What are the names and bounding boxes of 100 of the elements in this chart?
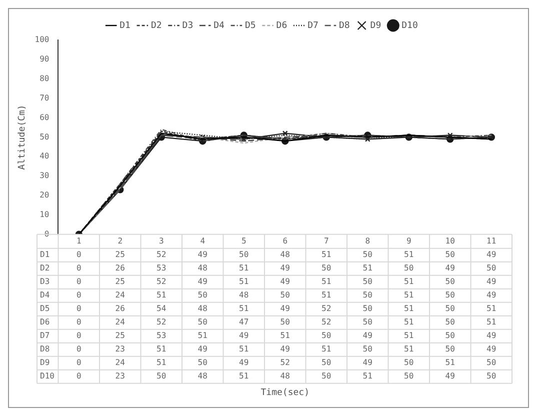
data-label: 50: [486, 264, 496, 273]
data-label: 51: [486, 304, 496, 314]
data-label: 51: [404, 250, 414, 260]
data-label: 51: [322, 290, 332, 300]
data-label: 49: [239, 358, 249, 368]
data-label: 54: [156, 304, 166, 314]
data-label: 25: [115, 250, 126, 260]
data-label: 49: [198, 250, 208, 260]
x-tick-label: 1: [76, 236, 82, 246]
data-label: 50: [280, 290, 290, 300]
data-label: 50: [322, 358, 332, 368]
data-label: 51: [322, 277, 332, 286]
data-label: 49: [280, 304, 290, 314]
data-label: 51: [404, 331, 414, 340]
legend-label: D5: [244, 20, 256, 31]
data-label: 50: [486, 372, 496, 381]
data-label: 49: [486, 344, 496, 354]
data-label: 26: [115, 304, 126, 314]
legend-label: D8: [338, 20, 350, 31]
data-label: 51: [322, 344, 332, 354]
data-label: 50: [404, 372, 414, 381]
data-label: 0: [76, 358, 82, 368]
data-label: 48: [280, 250, 290, 260]
data-label: 48: [239, 290, 249, 300]
data-label: 50: [362, 250, 373, 260]
y-tick-label: 100: [34, 35, 50, 44]
legend-label: D7: [308, 20, 318, 31]
data-label: 48: [280, 372, 290, 381]
data-label: 50: [445, 290, 456, 300]
y-tick-label: 20: [40, 190, 50, 200]
y-tick-label: 10: [40, 210, 50, 220]
text: Time(sec): [260, 388, 310, 398]
x-tick-label: 9: [406, 236, 412, 246]
data-label: 50: [239, 250, 249, 260]
data-label: 50: [362, 290, 373, 300]
x-tick-label: 5: [241, 236, 246, 246]
data-label: 0: [76, 372, 82, 381]
data-label: 0: [76, 264, 82, 273]
data-label: 53: [156, 331, 166, 340]
data-label: 0: [76, 304, 82, 314]
data-label: 49: [445, 264, 456, 273]
y-tick-label: 80: [40, 74, 50, 83]
x-tick-label: 4: [200, 236, 206, 246]
legend-label: D1: [120, 20, 130, 31]
x-tick-label: 10: [445, 236, 456, 246]
data-label: 0: [76, 318, 82, 327]
data-label: 50: [445, 318, 456, 327]
data-label: 50: [362, 318, 373, 327]
data-label: 51: [404, 304, 414, 314]
x-tick-label: 7: [324, 236, 329, 246]
data-label: 50: [404, 358, 414, 368]
x-tick-label: 3: [158, 236, 164, 246]
legend-label: D9: [370, 20, 382, 31]
data-label: 23: [115, 344, 126, 354]
data-label: 26: [115, 264, 126, 273]
text: D3: [40, 277, 50, 286]
y-axis-title: Altitude(Cm): [18, 104, 28, 170]
data-label: 49: [362, 331, 373, 340]
data-label: 51: [156, 290, 166, 300]
data-label: 51: [280, 331, 290, 340]
data-label: 50: [445, 344, 456, 354]
data-label: 48: [198, 304, 208, 314]
data-label: 49: [486, 290, 496, 300]
x-tick-label: 6: [282, 236, 288, 246]
data-label: 51: [404, 344, 414, 354]
data-label: 51: [156, 358, 166, 368]
data-label: 51: [198, 331, 208, 340]
data-label: 0: [76, 250, 82, 260]
data-label: 0: [76, 290, 82, 300]
data-label: 51: [239, 264, 249, 273]
text: D9: [40, 358, 50, 368]
data-label: 51: [239, 372, 249, 381]
y-tick-label: 70: [40, 93, 50, 102]
data-label: 51: [239, 344, 249, 354]
text: D4: [40, 290, 50, 300]
data-label: 49: [198, 344, 208, 354]
data-label: 49: [486, 277, 496, 286]
legend-label: D6: [276, 20, 288, 31]
data-label: 52: [156, 318, 166, 327]
data-label: 49: [280, 344, 290, 354]
data-label: 0: [76, 277, 82, 286]
data-label: 51: [239, 277, 249, 286]
data-label: 24: [115, 358, 126, 368]
data-label: 50: [445, 277, 456, 286]
legend-label: D2: [150, 20, 162, 31]
data-label: 50: [486, 358, 496, 368]
data-label: 49: [280, 277, 290, 286]
data-label: 50: [362, 277, 373, 286]
data-label: 51: [239, 304, 249, 314]
data-label: 50: [156, 372, 166, 381]
data-label: 51: [404, 290, 414, 300]
y-tick-label: 30: [40, 171, 50, 180]
data-label: 52: [156, 250, 166, 260]
data-label: 51: [445, 358, 456, 368]
data-label: 25: [115, 277, 126, 286]
data-label: 49: [486, 331, 496, 340]
data-label: 51: [362, 372, 373, 381]
legend-label: D10: [402, 20, 418, 31]
data-label: 51: [486, 318, 496, 327]
text: D2: [40, 264, 50, 273]
